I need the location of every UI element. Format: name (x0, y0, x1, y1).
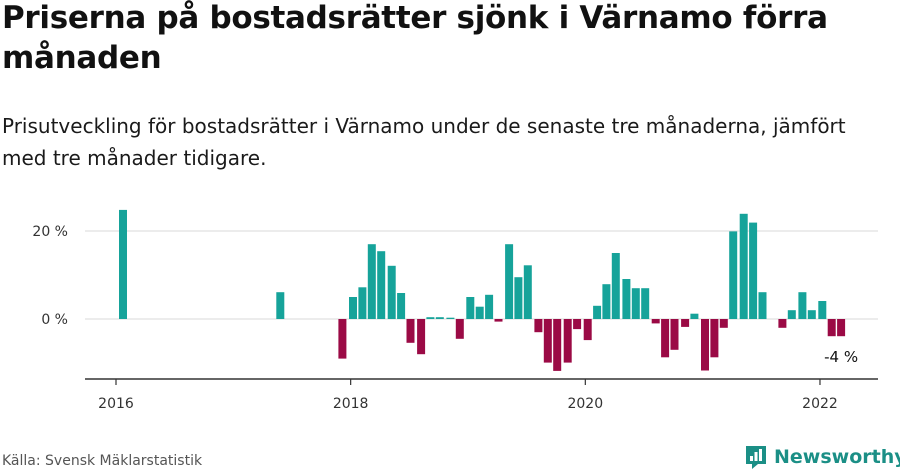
bar (377, 251, 386, 319)
bar (466, 297, 475, 319)
bar (534, 319, 543, 333)
bar (485, 294, 494, 319)
last-value-label: -4 % (824, 348, 858, 366)
y-tick-label: 0 % (41, 312, 68, 328)
bar (690, 313, 699, 319)
bar (455, 319, 464, 339)
bar (758, 292, 767, 319)
bar (426, 317, 435, 319)
bar (417, 319, 426, 355)
bar (641, 288, 650, 319)
bar (349, 297, 357, 319)
bar (818, 301, 827, 319)
chart-title: Priserna på bostadsrätter sjönk i Värnam… (2, 0, 828, 76)
bars (119, 209, 846, 371)
bar (837, 319, 846, 337)
bar (681, 319, 690, 327)
bar (729, 231, 738, 319)
bar (406, 319, 415, 343)
x-tick-label: 2020 (567, 396, 603, 412)
bar (778, 319, 787, 328)
bar (739, 213, 748, 319)
bar (807, 310, 816, 319)
bar (719, 319, 728, 328)
newsworthy-logo-icon (746, 446, 766, 469)
bar (622, 279, 631, 319)
bar (651, 319, 660, 324)
bar (573, 319, 582, 330)
bar (670, 319, 679, 350)
bar (553, 319, 562, 371)
bar (494, 319, 503, 322)
bar (338, 319, 347, 359)
bar (593, 305, 602, 319)
bar (611, 253, 620, 319)
bar (119, 209, 127, 319)
bar (631, 288, 640, 319)
bar (583, 319, 592, 341)
bar (475, 306, 484, 319)
source-note: Källa: Svensk Mäklarstatistik (2, 453, 203, 469)
x-tick-label: 2016 (98, 396, 134, 412)
bar (358, 287, 367, 319)
x-axis-ticks: 2016 2018 2020 2022 (98, 379, 838, 412)
bar (387, 265, 396, 319)
bar (798, 292, 807, 319)
y-tick-label: 20 % (32, 224, 68, 240)
bar (787, 310, 796, 319)
bar (514, 277, 523, 319)
bar (397, 293, 406, 319)
bar (523, 265, 532, 319)
bar (543, 319, 552, 363)
bar (827, 319, 836, 337)
brand-name: Newsworthy (774, 446, 900, 468)
bar (435, 317, 444, 319)
bar (701, 319, 709, 371)
bar (661, 319, 670, 358)
x-tick-label: 2018 (333, 396, 369, 412)
bar (563, 319, 572, 363)
bar (367, 244, 376, 319)
bar (710, 319, 719, 358)
bar (446, 317, 455, 319)
annotations: -4 % (824, 348, 858, 366)
bar (276, 292, 285, 319)
chart-subtitle: Prisutveckling för bostadsrätter i Värna… (2, 114, 846, 170)
y-axis-labels: 0 % 20 % (32, 224, 68, 328)
bar (749, 222, 758, 319)
bar (602, 284, 611, 319)
newsworthy-logo: Newsworthy (744, 442, 900, 472)
bar (505, 244, 514, 319)
x-tick-label: 2022 (802, 396, 838, 412)
